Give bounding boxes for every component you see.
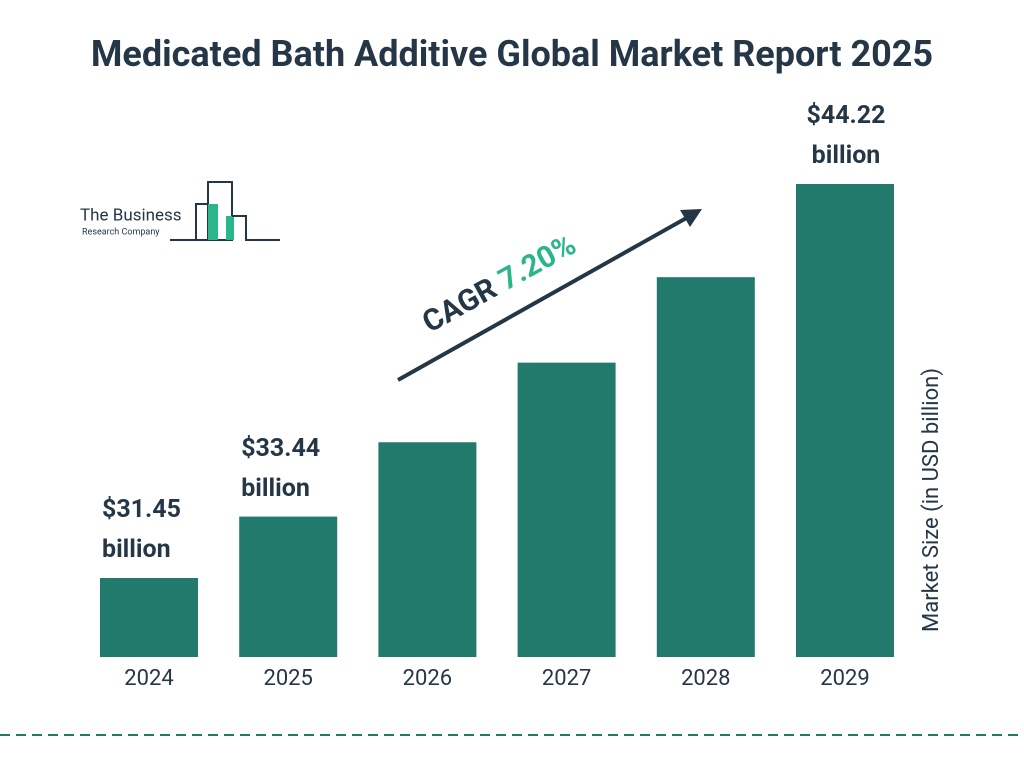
bar (517, 362, 616, 657)
cagr-arrowhead (680, 209, 702, 227)
x-tick-label: 2026 (403, 666, 452, 691)
logo-shape (195, 203, 209, 241)
bar (796, 184, 894, 657)
x-tick-label: 2025 (263, 666, 312, 691)
logo-shape (208, 204, 218, 240)
x-tick-label: 2029 (820, 666, 869, 691)
value-label: $33.44 billion (241, 433, 321, 503)
bar (378, 442, 477, 657)
bar (656, 277, 755, 657)
logo-text: Research Company (82, 227, 160, 237)
logo: The Business Research Company (80, 181, 280, 241)
y-axis-label: Market Size (in USD billion) (919, 368, 944, 632)
bar (239, 516, 338, 657)
logo-text: The Business (80, 205, 182, 225)
value-label: $44.22 billion (806, 101, 886, 170)
bar (100, 578, 198, 657)
logo-shape (226, 216, 234, 240)
cagr-value: 7.20% (493, 227, 582, 298)
logo-shape (232, 215, 280, 241)
cagr-arrow (397, 214, 691, 382)
x-tick-label: 2027 (542, 666, 591, 691)
x-tick-label: 2028 (681, 666, 730, 691)
x-tick-label: 2024 (124, 666, 173, 691)
chart-title: Medicated Bath Additive Global Market Re… (90, 33, 934, 75)
value-label: $31.45 billion (102, 495, 181, 564)
